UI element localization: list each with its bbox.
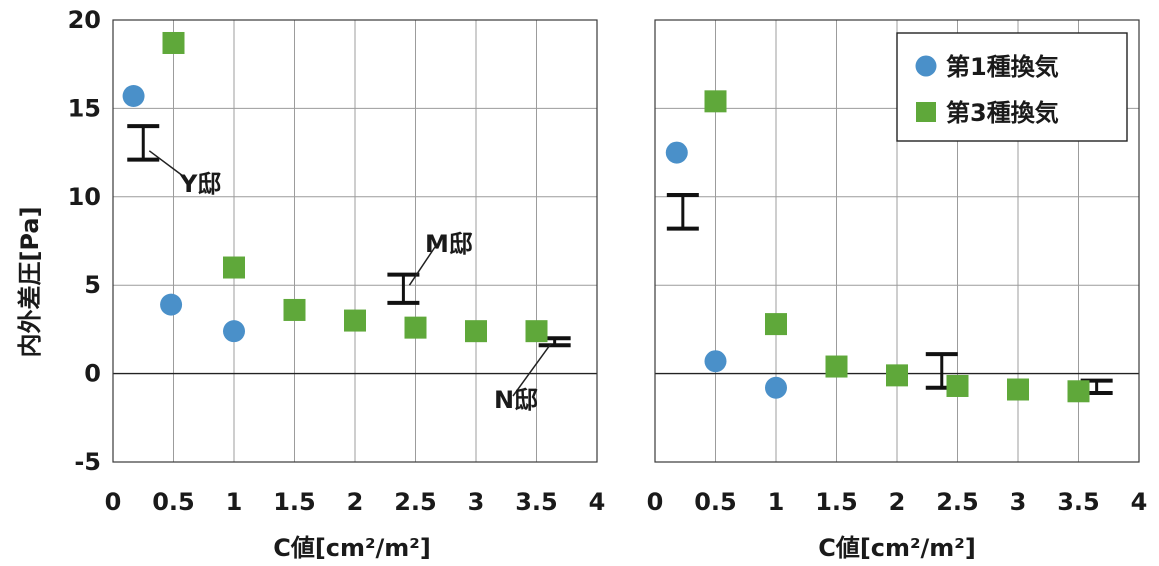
x-axis-title-left: C値[cm²/m²]: [273, 534, 431, 562]
annotation-leader: [408, 243, 438, 286]
x-tick-label: 4: [589, 488, 606, 516]
data-point-series3: [946, 374, 969, 397]
legend-marker-series3: [916, 102, 936, 122]
data-point-series3: [465, 320, 487, 343]
data-point-series1: [765, 376, 787, 399]
x-tick-label: 3.5: [515, 488, 558, 516]
data-point-series1: [160, 293, 183, 316]
x-tick-label: 0.5: [152, 488, 195, 516]
data-point-series3: [283, 298, 306, 321]
x-tick-label: 3: [1010, 488, 1027, 516]
data-point-series1: [223, 320, 245, 343]
x-tick-label: 4: [1131, 488, 1148, 516]
x-tick-label: 2.5: [936, 488, 979, 516]
data-point-series3: [704, 90, 727, 113]
annotation-y-house: Y邸: [179, 170, 221, 198]
data-point-series3: [525, 320, 548, 343]
data-point-series3: [765, 313, 787, 336]
data-point-series3: [1067, 380, 1090, 403]
data-point-series1: [122, 85, 145, 108]
data-point-series3: [223, 256, 245, 279]
plot-frame: [654, 19, 1140, 463]
x-tick-label: 0: [647, 488, 664, 516]
data-point-series3: [344, 309, 366, 332]
legend-marker-series1: [915, 55, 937, 77]
data-point-series3: [886, 364, 908, 387]
x-tick-label: 1: [226, 488, 243, 516]
y-tick-label: -5: [74, 448, 101, 476]
legend-box: [896, 32, 1128, 142]
x-tick-label: 2: [347, 488, 364, 516]
data-point-series3: [1007, 378, 1029, 401]
annotation-leader: [512, 343, 552, 397]
y-tick-label: 15: [68, 94, 101, 122]
x-tick-label: 0: [105, 488, 122, 516]
x-tick-label: 1.5: [815, 488, 858, 516]
annotation-m-house: M邸: [425, 230, 473, 258]
y-tick-label: 0: [84, 360, 101, 388]
legend-label-series3: 第3種換気: [946, 99, 1059, 127]
x-axis-title-right: C値[cm²/m²]: [818, 534, 976, 562]
data-point-series3: [404, 316, 427, 339]
y-tick-label: 5: [84, 271, 101, 299]
y-tick-label: 10: [68, 183, 101, 211]
x-tick-label: 1.5: [273, 488, 316, 516]
x-tick-label: 2.5: [394, 488, 437, 516]
x-tick-label: 3.5: [1057, 488, 1100, 516]
annotation-n-house: N邸: [494, 386, 538, 414]
range-bracket: [666, 193, 699, 231]
legend-label-series1: 第1種換気: [946, 53, 1059, 81]
data-point-series3: [162, 31, 185, 54]
x-tick-label: 1: [768, 488, 785, 516]
annotation-leader: [148, 150, 184, 177]
x-tick-label: 2: [889, 488, 906, 516]
y-axis-title: 内外差圧[Pa]: [16, 206, 44, 357]
x-tick-label: 0.5: [694, 488, 737, 516]
data-point-series1: [704, 350, 727, 373]
x-tick-label: 3: [468, 488, 485, 516]
plot-frame: [112, 19, 598, 463]
y-tick-label: 20: [68, 6, 101, 34]
legend: 第1種換気 第3種換気: [896, 32, 1128, 142]
range-bracket: [387, 272, 420, 305]
range-bracket: [127, 124, 160, 162]
data-point-series3: [825, 355, 848, 378]
data-point-series1: [665, 141, 688, 164]
